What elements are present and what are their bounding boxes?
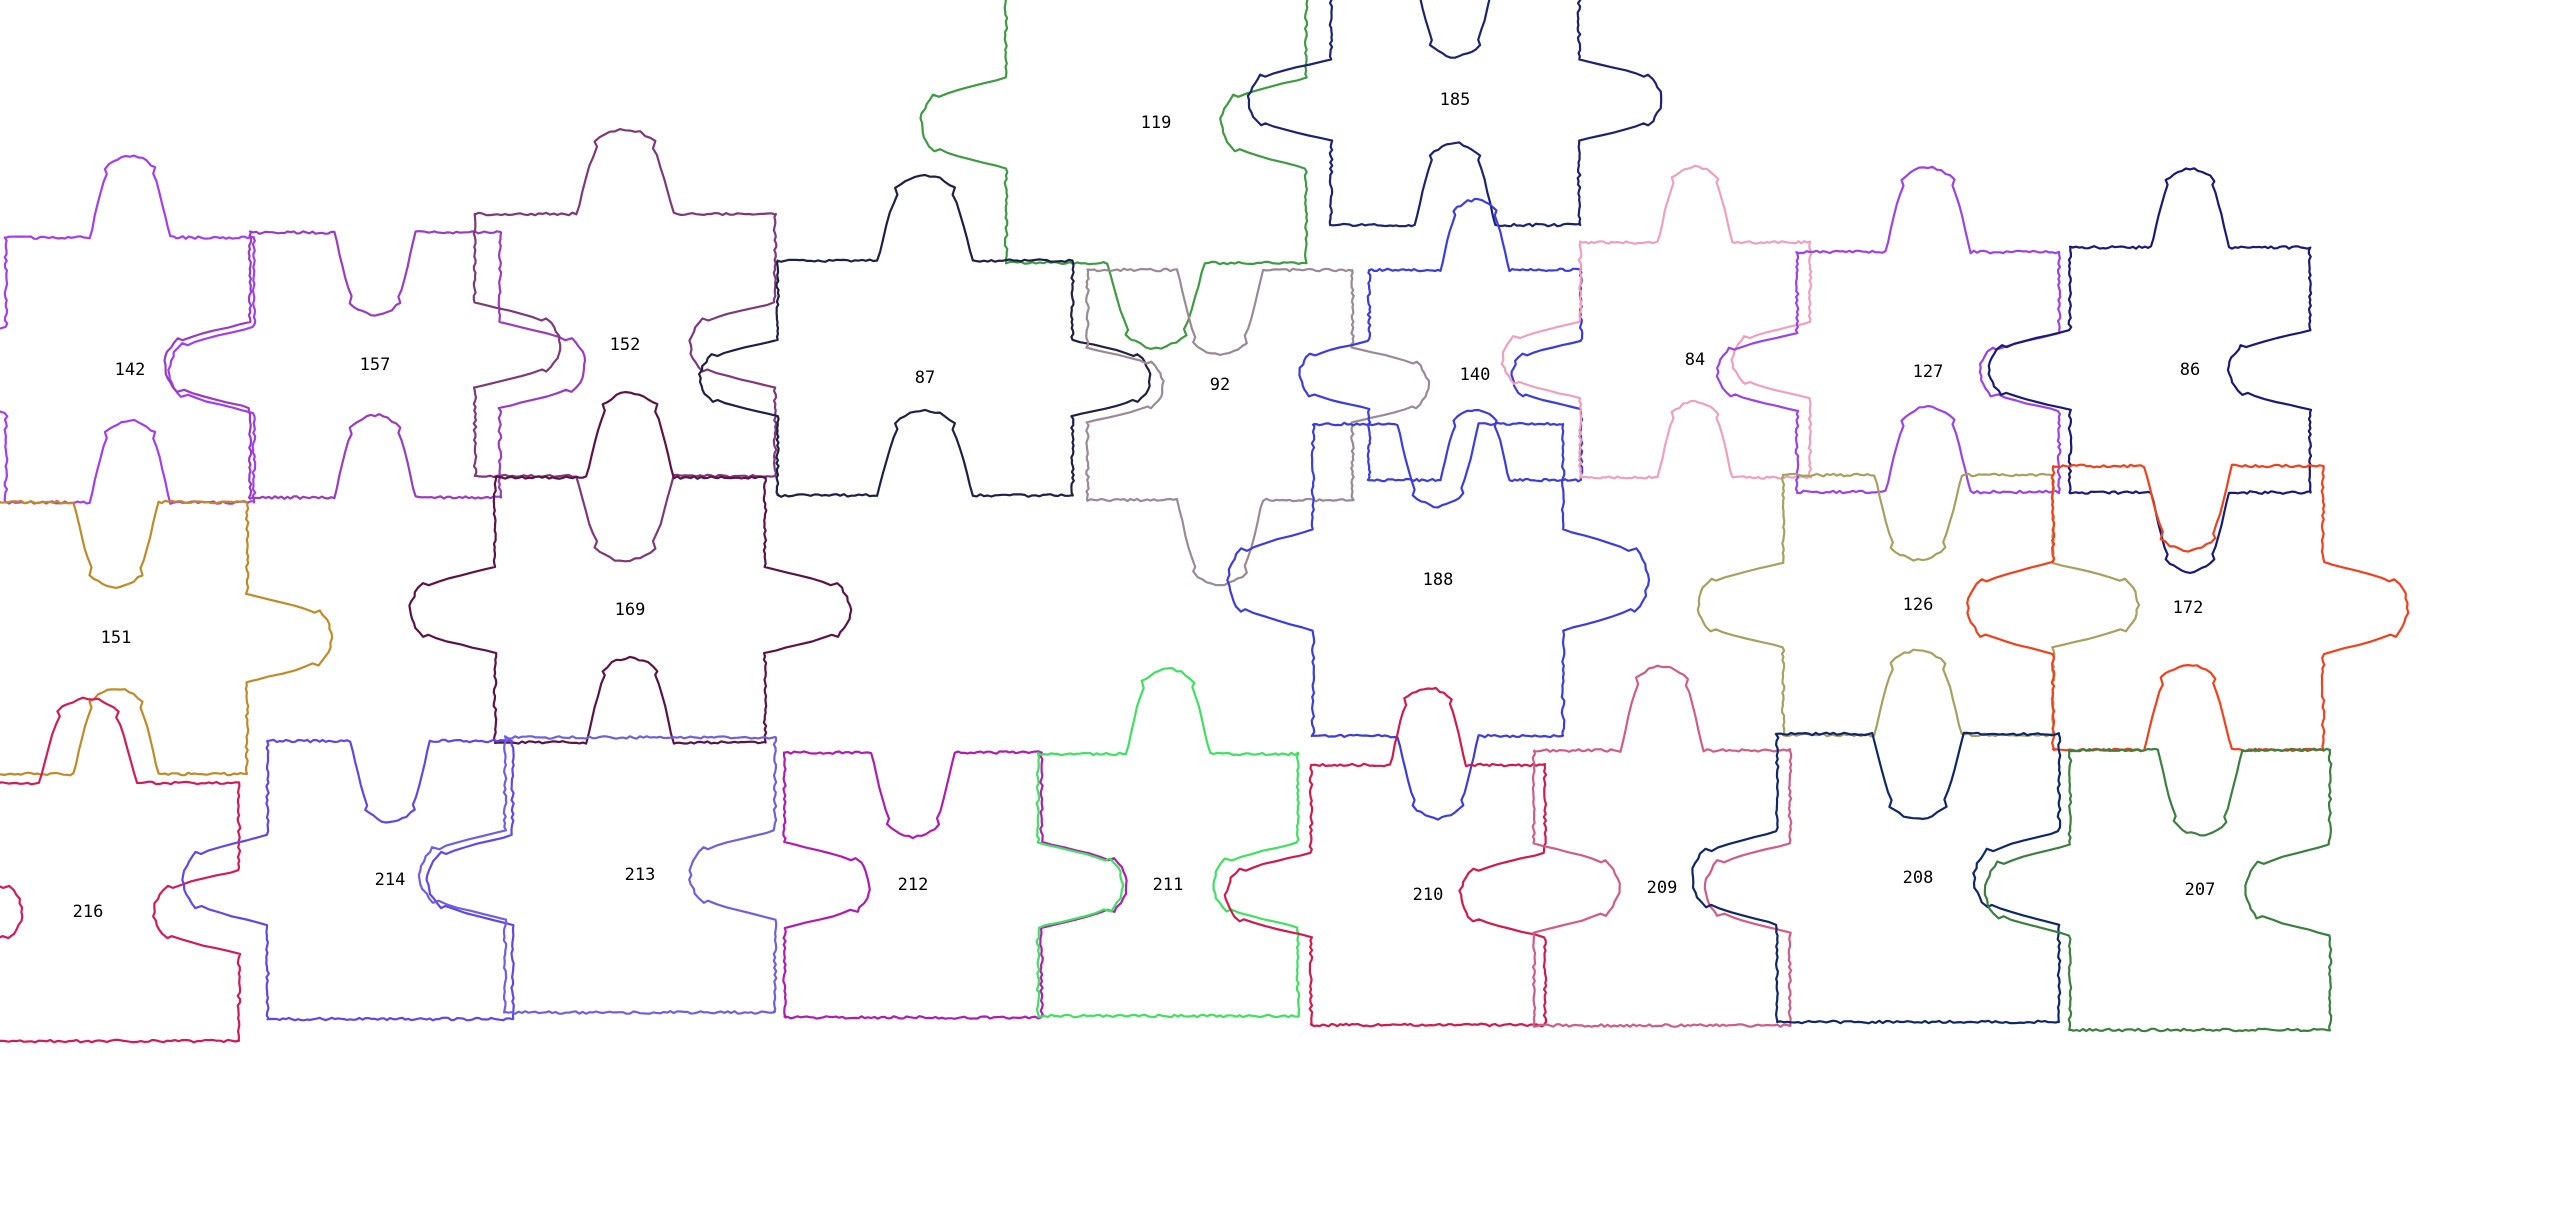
puzzle-piece-142[interactable]: 142 (0, 154, 257, 505)
piece-label: 84 (1685, 350, 1705, 370)
puzzle-piece-84[interactable]: 84 (1500, 164, 1813, 480)
piece-outline (0, 154, 257, 505)
piece-outline (0, 696, 242, 1044)
piece-outline (417, 735, 778, 1015)
piece-label: 188 (1423, 570, 1454, 590)
piece-label: 140 (1460, 365, 1491, 385)
piece-outline (1691, 731, 2062, 1025)
puzzle-piece-127[interactable]: 127 (1715, 165, 2062, 495)
puzzle-piece-210[interactable]: 210 (1223, 686, 1548, 1028)
pieces-layer: 119 185 142 157 152 87 92 140 84 127 86 151 169 188 12… (0, 0, 2410, 1044)
piece-label: 208 (1903, 868, 1934, 888)
piece-outline (698, 173, 1152, 498)
piece-outline (1500, 164, 1813, 480)
piece-outline (1531, 664, 1793, 1028)
piece-label: 216 (73, 902, 104, 922)
piece-outline (181, 738, 515, 1022)
piece-outline (1298, 197, 1584, 483)
piece-label: 213 (625, 865, 656, 885)
piece-label: 127 (1913, 362, 1944, 382)
puzzle-piece-126[interactable]: 126 (1696, 472, 2141, 738)
piece-outline (1246, 0, 1663, 228)
puzzle-piece-87[interactable]: 87 (698, 173, 1152, 498)
puzzle-piece-213[interactable]: 213 (417, 735, 778, 1015)
piece-label: 157 (360, 355, 391, 375)
piece-label: 185 (1440, 90, 1471, 110)
puzzle-piece-185[interactable]: 185 (1246, 0, 1663, 228)
piece-label: 126 (1903, 595, 1934, 615)
puzzle-piece-151[interactable]: 151 (0, 499, 334, 777)
puzzle-piece-172[interactable]: 172 (1966, 463, 2410, 753)
puzzle-piece-214[interactable]: 214 (181, 738, 515, 1022)
puzzle-piece-212[interactable]: 212 (782, 750, 1128, 1020)
piece-outline (1987, 167, 2313, 574)
piece-outline (408, 391, 853, 745)
piece-label: 151 (101, 628, 132, 648)
piece-outline (1085, 267, 1431, 587)
puzzle-piece-209[interactable]: 209 (1531, 664, 1793, 1028)
puzzle-piece-169[interactable]: 169 (408, 391, 853, 745)
piece-label: 92 (1210, 375, 1230, 395)
puzzle-piece-152[interactable]: 152 (472, 128, 778, 563)
piece-label: 210 (1413, 885, 1444, 905)
puzzle-piece-216[interactable]: 216 (0, 696, 242, 1044)
piece-outline (1226, 421, 1651, 821)
puzzle-piece-207[interactable]: 207 (1983, 747, 2333, 1033)
piece-label: 209 (1647, 878, 1678, 898)
piece-label: 152 (610, 335, 641, 355)
piece-outline (1223, 686, 1548, 1028)
piece-label: 212 (898, 875, 929, 895)
piece-outline (472, 128, 778, 563)
puzzle-piece-157[interactable]: 157 (163, 230, 587, 500)
piece-label: 169 (615, 600, 646, 620)
puzzle-piece-86[interactable]: 86 (1987, 167, 2313, 574)
puzzle-piece-208[interactable]: 208 (1691, 731, 2062, 1025)
puzzle-piece-119[interactable]: 119 (919, 0, 1309, 350)
piece-label: 86 (2180, 360, 2200, 380)
puzzle-piece-92[interactable]: 92 (1085, 267, 1431, 587)
piece-label: 207 (2185, 880, 2216, 900)
piece-outline (919, 0, 1309, 350)
piece-outline (1035, 667, 1301, 1019)
piece-label: 87 (915, 368, 935, 388)
piece-label: 119 (1141, 113, 1172, 133)
piece-label: 214 (375, 870, 406, 890)
puzzle-piece-188[interactable]: 188 (1226, 421, 1651, 821)
piece-outline (1983, 747, 2333, 1033)
piece-outline (1715, 165, 2062, 495)
piece-outline (0, 499, 334, 777)
piece-label: 142 (115, 360, 146, 380)
piece-outline (782, 750, 1128, 1020)
puzzle-piece-211[interactable]: 211 (1035, 667, 1301, 1019)
puzzle-piece-140[interactable]: 140 (1298, 197, 1584, 483)
piece-label: 172 (2173, 598, 2204, 618)
piece-outline (163, 230, 587, 500)
piece-label: 211 (1153, 875, 1184, 895)
